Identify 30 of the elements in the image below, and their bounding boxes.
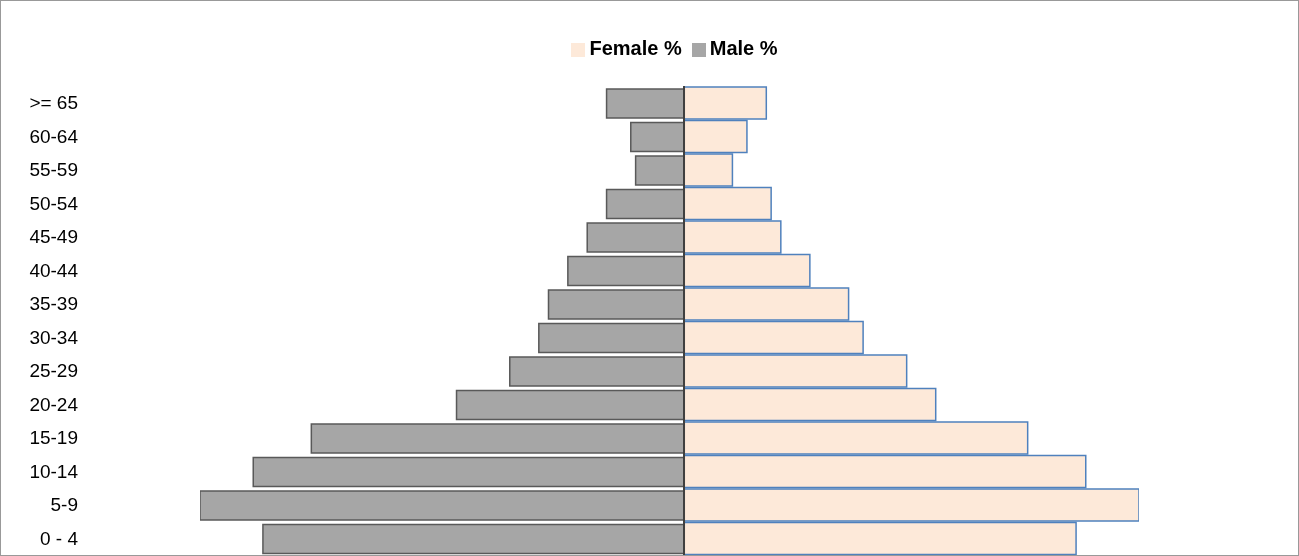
bar (547, 289, 685, 320)
y-tick-label: 15-19 (29, 427, 78, 449)
y-tick-label: 20-24 (29, 393, 79, 415)
y-tick-label: >= 65 (29, 92, 78, 114)
y-tick-label: 60-64 (29, 125, 79, 147)
bar (262, 523, 685, 555)
bar (310, 423, 685, 454)
y-tick-label: 10-14 (29, 460, 79, 482)
bar (509, 356, 685, 387)
bar (538, 322, 685, 354)
y-tick-label: 55-59 (29, 159, 78, 181)
bar (634, 155, 685, 186)
bar (455, 389, 685, 421)
y-tick-label: 5-9 (50, 494, 78, 516)
legend-label: Male % (709, 37, 778, 59)
legend-label: Female % (589, 37, 682, 59)
y-tick-label: 50-54 (29, 192, 79, 214)
y-tick-label: 30-34 (29, 326, 79, 348)
y-tick-label: 40-44 (29, 259, 79, 281)
bar (605, 188, 685, 220)
y-tick-label: 45-49 (29, 226, 78, 248)
y-tick-label: 0 - 4 (39, 527, 79, 549)
bar (605, 88, 685, 119)
bar (252, 456, 685, 488)
bar (200, 490, 685, 521)
y-tick-label: 25-29 (29, 360, 78, 382)
bar (567, 255, 685, 287)
bar (630, 121, 685, 153)
bar (586, 222, 685, 253)
y-tick-label: 35-39 (29, 293, 78, 315)
